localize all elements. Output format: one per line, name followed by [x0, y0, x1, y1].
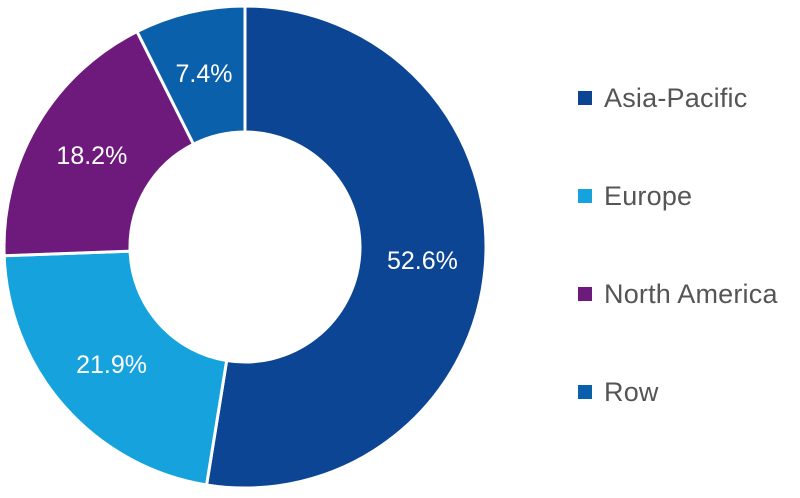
legend-label-row: Row: [604, 376, 659, 407]
legend-swatch-row: [578, 385, 592, 399]
legend-label-europe: Europe: [604, 180, 693, 211]
slice-label-north-america: 18.2%: [56, 142, 127, 170]
slice-labels: 52.6% 21.9% 18.2% 7.4%: [56, 60, 457, 379]
slice-label-row: 7.4%: [176, 60, 233, 88]
donut-slices: [2, 4, 488, 490]
legend-swatch-asia-pacific: [578, 91, 592, 105]
legend-item-north-america: North America: [578, 268, 793, 320]
slice-europe: [2, 249, 229, 487]
chart-legend: Asia-Pacific Europe North America Row: [578, 72, 793, 418]
slice-row: [135, 4, 247, 147]
slice-asia-pacific: [204, 4, 488, 490]
legend-label-north-america: North America: [604, 278, 778, 309]
slice-north-america: [2, 29, 196, 258]
slice-label-europe: 21.9%: [76, 351, 147, 379]
donut-chart-plot: 52.6% 21.9% 18.2% 7.4%: [2, 4, 488, 490]
legend-item-europe: Europe: [578, 170, 793, 222]
legend-swatch-north-america: [578, 287, 592, 301]
legend-item-asia-pacific: Asia-Pacific: [578, 72, 793, 124]
legend-item-row: Row: [578, 366, 793, 418]
slice-label-asia-pacific: 52.6%: [387, 247, 458, 275]
legend-swatch-europe: [578, 189, 592, 203]
legend-label-asia-pacific: Asia-Pacific: [604, 82, 748, 113]
